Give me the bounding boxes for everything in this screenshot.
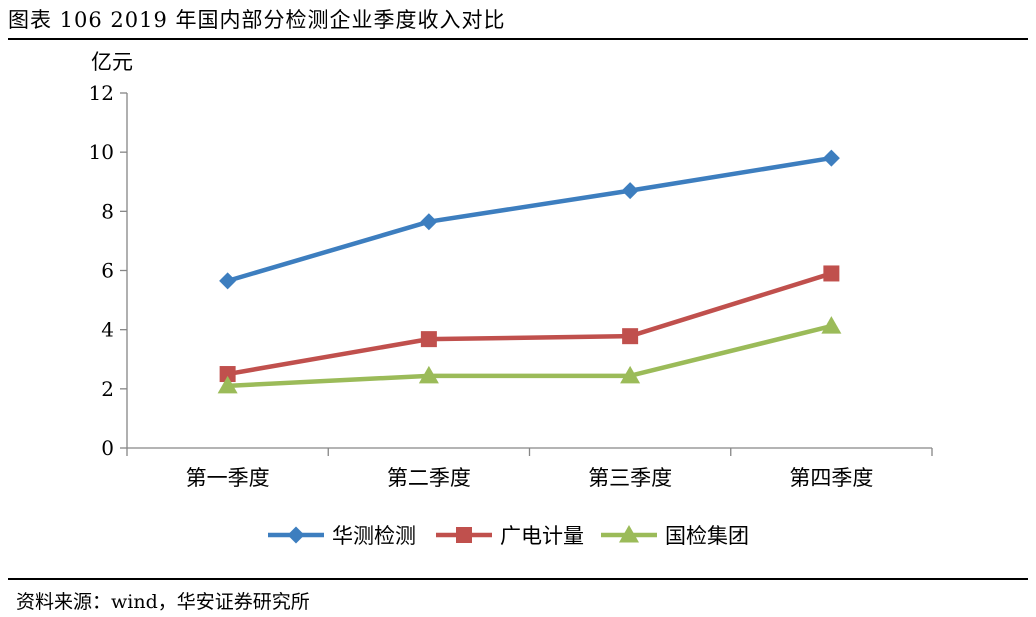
data-point <box>217 375 238 394</box>
source-note: 资料来源：wind，华安证券研究所 <box>16 591 310 613</box>
x-tick-label: 第四季度 <box>789 466 873 490</box>
bottom-rule <box>8 578 1028 580</box>
data-point <box>821 316 842 334</box>
y-tick-label: 10 <box>89 140 114 164</box>
data-point <box>420 213 438 231</box>
chart-legend: 华测检测 广电计量 国检集团 <box>268 524 749 548</box>
x-tick-label: 第一季度 <box>186 466 270 490</box>
x-tick-label: 第二季度 <box>387 466 471 490</box>
y-axis-label: 亿元 <box>91 50 133 74</box>
legend-label: 国检集团 <box>665 524 749 548</box>
y-tick-label: 4 <box>101 318 114 342</box>
data-point <box>822 149 840 167</box>
data-point <box>622 328 639 345</box>
chart-series <box>217 149 842 394</box>
series-line-1 <box>226 155 832 284</box>
top-rule <box>8 38 1028 40</box>
data-point <box>823 265 840 282</box>
data-point <box>620 365 641 384</box>
x-tick-label: 第三季度 <box>588 466 672 490</box>
y-tick-label: 12 <box>89 81 114 105</box>
data-point <box>219 366 236 383</box>
y-tick-label: 8 <box>101 199 114 223</box>
series-line-2 <box>227 271 833 377</box>
data-point <box>420 331 437 348</box>
y-tick-label: 0 <box>101 436 114 460</box>
figure-title: 图表 106 2019 年国内部分检测企业季度收入对比 <box>8 8 506 32</box>
data-point <box>219 272 237 290</box>
series-line-3 <box>227 323 832 389</box>
y-tick-label: 2 <box>101 377 114 401</box>
data-point <box>418 365 439 384</box>
legend-label: 广电计量 <box>500 524 584 548</box>
legend-marker <box>619 525 639 543</box>
legend-marker <box>287 526 305 544</box>
y-tick-label: 6 <box>101 259 114 283</box>
legend-marker <box>456 527 472 543</box>
legend-label: 华测检测 <box>332 524 416 548</box>
data-point <box>621 182 639 200</box>
